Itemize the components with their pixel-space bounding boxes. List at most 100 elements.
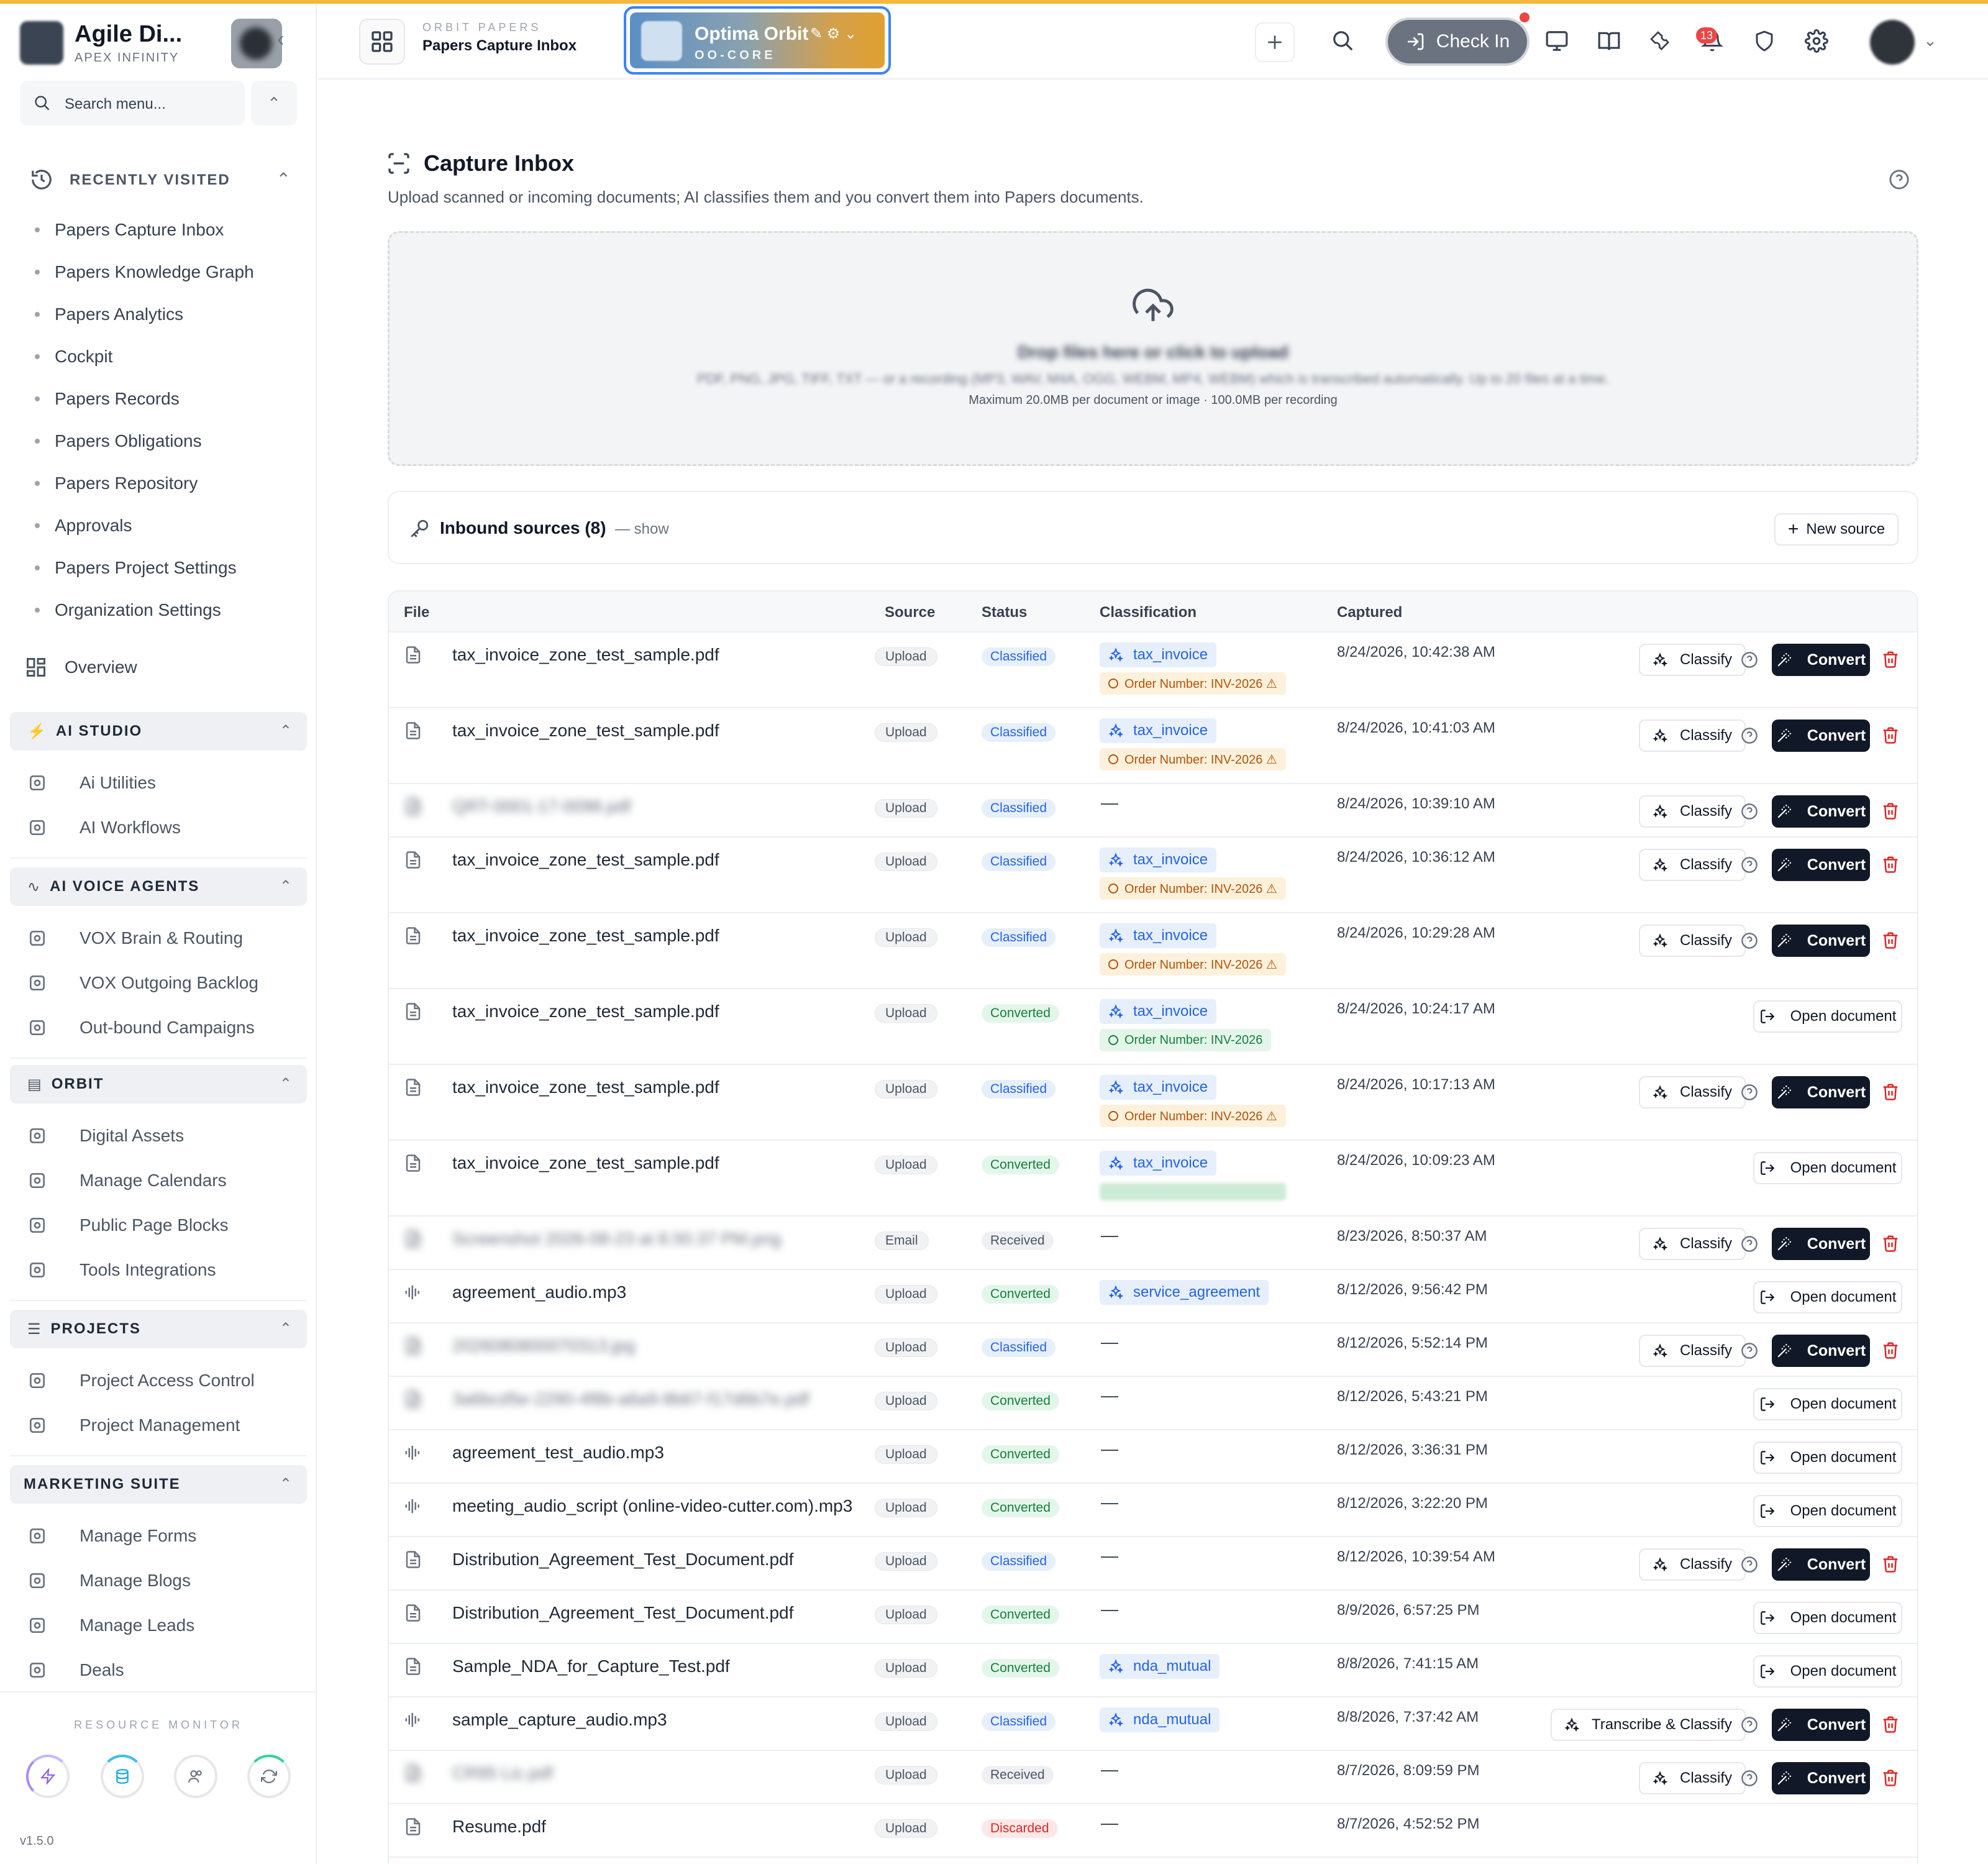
classify-button[interactable]: Classify — [1639, 1228, 1746, 1260]
section-header[interactable]: ⚡ AI STUDIO ⌃ — [10, 712, 307, 751]
section-header[interactable]: MARKETING SUITE ⌃ — [10, 1465, 307, 1504]
help-icon[interactable] — [1741, 932, 1758, 953]
open-document-button[interactable]: Open document — [1753, 1495, 1902, 1527]
convert-button[interactable]: Convert — [1772, 1762, 1870, 1794]
help-icon[interactable] — [1741, 1342, 1758, 1363]
help-icon[interactable] — [1741, 803, 1758, 823]
file-name[interactable]: agreement_audio.mp3 — [404, 1282, 626, 1302]
classify-button[interactable]: Classify — [1639, 795, 1746, 828]
chevron-up-icon[interactable]: ⌃ — [276, 170, 291, 189]
help-icon[interactable] — [1741, 727, 1758, 747]
convert-button[interactable]: Convert — [1772, 1228, 1870, 1260]
classify-button[interactable]: Classify — [1639, 1548, 1746, 1581]
column-status[interactable]: Status — [982, 604, 1028, 621]
column-file[interactable]: File — [404, 604, 430, 621]
file-name[interactable]: Screenshot 2026-08-23 at 8.50.37 PM.png — [404, 1229, 781, 1249]
sidebar-item-overview[interactable]: Overview — [25, 649, 137, 686]
open-document-button[interactable]: Open document — [1753, 1152, 1902, 1184]
table-row[interactable]: sample_capture_audio.mp3 Upload Classified… — [389, 1697, 1917, 1751]
sidebar-item[interactable]: Manage Calendars — [27, 1162, 227, 1199]
classify-button[interactable]: Classify — [1639, 925, 1746, 957]
trash-icon[interactable] — [1881, 802, 1900, 823]
chevron-up-icon[interactable]: ⌃ — [279, 723, 292, 739]
trash-icon[interactable] — [1881, 1082, 1900, 1104]
recent-item[interactable]: Papers Obligations — [35, 420, 254, 462]
table-row[interactable]: 3a6bcd5e-2290-4f8b-a6a9-8b67-f17d6b7e.pd… — [389, 1377, 1917, 1430]
recent-item[interactable]: Papers Analytics — [35, 293, 254, 336]
add-button[interactable] — [1255, 22, 1295, 62]
table-row[interactable]: QRT-0001-17-0098.pdf Upload Classified — 8/2… — [389, 784, 1917, 838]
shield-icon[interactable] — [1751, 27, 1778, 55]
trash-icon[interactable] — [1881, 650, 1900, 672]
new-source-button[interactable]: + New source — [1774, 513, 1899, 546]
recent-item[interactable]: Papers Project Settings — [35, 547, 254, 589]
file-name[interactable]: 2026080800070313.jpg — [404, 1336, 635, 1356]
user-avatar[interactable] — [1870, 20, 1915, 65]
convert-button[interactable]: Convert — [1772, 1076, 1870, 1108]
file-name[interactable]: Distribution_Agreement_Test_Document.pdf — [404, 1603, 793, 1623]
trash-icon[interactable] — [1881, 1341, 1900, 1363]
help-icon[interactable] — [1741, 1084, 1758, 1104]
help-icon[interactable] — [1741, 1235, 1758, 1256]
help-icon[interactable] — [1741, 856, 1758, 877]
sidebar-item[interactable]: Out-bound Campaigns — [27, 1009, 255, 1046]
convert-button[interactable]: Convert — [1772, 720, 1870, 752]
monitor-icon[interactable] — [1543, 27, 1571, 55]
file-name[interactable]: Distribution_Agreement_Test_Document.pdf — [404, 1550, 793, 1569]
sidebar-item[interactable]: AI Workflows — [27, 809, 181, 846]
chevron-up-icon[interactable]: ⌃ — [279, 1076, 292, 1092]
sidebar-item[interactable]: Manage Forms — [27, 1517, 196, 1555]
open-document-button[interactable]: Open document — [1753, 1602, 1902, 1634]
table-row[interactable]: Sample_NDA_for_Capture_Test.pdf Upload Con… — [389, 1644, 1917, 1697]
recent-item[interactable]: Papers Knowledge Graph — [35, 251, 254, 293]
table-row[interactable]: tax_invoice_zone_test_sample.pdf Upload Cl… — [389, 708, 1917, 784]
recently-visited-header[interactable]: RECENTLY VISITED ⌃ — [30, 168, 291, 193]
trash-icon[interactable] — [1881, 1555, 1900, 1576]
file-name[interactable]: tax_invoice_zone_test_sample.pdf — [404, 721, 719, 741]
file-name[interactable]: tax_invoice_zone_test_sample.pdf — [404, 850, 719, 870]
column-source[interactable]: Source — [885, 604, 936, 621]
chevron-up-icon[interactable]: ⌃ — [279, 1476, 292, 1492]
convert-button[interactable]: Convert — [1772, 1709, 1870, 1741]
sidebar-search[interactable]: Search menu... — [20, 81, 245, 126]
gear-icon[interactable]: ⚙ — [826, 25, 841, 42]
recent-item[interactable]: Approvals — [35, 505, 254, 547]
recent-item[interactable]: Papers Records — [35, 378, 254, 420]
cpu-gauge-icon[interactable] — [26, 1755, 70, 1798]
chevron-down-icon[interactable]: ⌄ — [1923, 31, 1937, 50]
recent-item[interactable]: Papers Repository — [35, 462, 254, 505]
file-name[interactable]: tax_invoice_zone_test_sample.pdf — [404, 926, 719, 946]
section-header[interactable]: ∿ AI VOICE AGENTS ⌃ — [10, 867, 307, 906]
file-name[interactable]: QRT-0001-17-0098.pdf — [404, 797, 631, 816]
trash-icon[interactable] — [1881, 1768, 1900, 1790]
storage-gauge-icon[interactable] — [101, 1755, 144, 1798]
convert-button[interactable]: Convert — [1772, 795, 1870, 828]
convert-button[interactable]: Convert — [1772, 925, 1870, 957]
classify-button[interactable]: Classify — [1639, 1762, 1746, 1794]
check-in-button[interactable]: Check In — [1385, 17, 1530, 66]
table-row[interactable]: Distribution_Agreement_Test_Document.pdf… — [389, 1591, 1917, 1644]
open-document-button[interactable]: Open document — [1753, 1388, 1902, 1420]
file-name[interactable]: tax_invoice_zone_test_sample.pdf — [404, 1002, 719, 1021]
users-gauge-icon[interactable] — [174, 1755, 217, 1798]
sidebar-item[interactable]: Tools Integrations — [27, 1251, 216, 1289]
convert-button[interactable]: Convert — [1772, 1548, 1870, 1581]
classify-button[interactable]: Classify — [1639, 849, 1746, 881]
chevron-down-icon[interactable]: ⌄ — [844, 25, 857, 42]
sync-gauge-icon[interactable] — [247, 1755, 291, 1798]
workspace-selector[interactable]: Optima Orbit OO-CORE ✎ ⚙ ⌄ — [624, 6, 891, 75]
recent-item[interactable]: Cockpit — [35, 336, 254, 378]
recent-item[interactable]: Organization Settings — [35, 589, 254, 631]
sidebar-item[interactable]: VOX Outgoing Backlog — [27, 964, 258, 1002]
file-name[interactable]: CR95 Lic.pdf — [404, 1763, 553, 1783]
classify-button[interactable]: Classify — [1639, 1335, 1746, 1367]
sidebar-item[interactable]: Project Management — [27, 1407, 240, 1444]
table-row[interactable]: agreement_audio.mp3 Upload Converted servic… — [389, 1270, 1917, 1323]
file-name[interactable]: sample_capture_audio.mp3 — [404, 1710, 667, 1730]
settings-gear-icon[interactable] — [1803, 27, 1830, 55]
sidebar-item[interactable]: Project Access Control — [27, 1362, 255, 1399]
upload-dropzone[interactable]: Drop files here or click to upload PDF, … — [388, 231, 1918, 466]
table-row[interactable]: CR95 Lic.pdf Upload Received — 8/7/2026, 8:0… — [389, 1751, 1917, 1804]
table-row[interactable]: tax_invoice_zone_test_sample.pdf Upload Cl… — [389, 1065, 1917, 1141]
file-name[interactable]: Sample_NDA_for_Capture_Test.pdf — [404, 1656, 730, 1676]
